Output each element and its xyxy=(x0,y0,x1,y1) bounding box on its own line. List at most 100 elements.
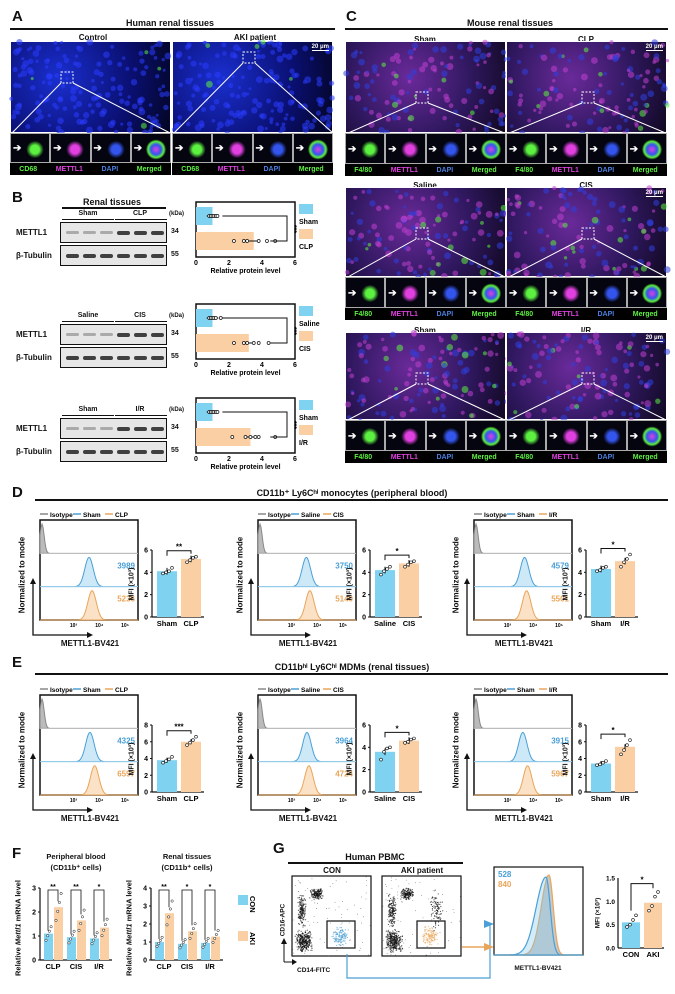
event-dot xyxy=(343,940,345,942)
cell-nucleus xyxy=(559,206,566,213)
event-dot xyxy=(392,910,394,913)
cell-nucleus xyxy=(346,257,352,264)
cell-nucleus xyxy=(631,205,638,212)
protein-band xyxy=(66,333,79,336)
event-dot xyxy=(312,894,314,896)
cell-nucleus xyxy=(47,113,52,118)
y-tick-label: 4 xyxy=(578,570,582,577)
cell-nucleus xyxy=(570,362,576,367)
cell-nucleus xyxy=(390,94,396,101)
event-dot xyxy=(298,905,300,907)
axis-arrows xyxy=(30,753,93,813)
event-dot xyxy=(398,942,400,944)
cell-nucleus xyxy=(425,241,431,247)
event-dot xyxy=(415,910,417,912)
cell-nucleus xyxy=(302,126,309,133)
cell-nucleus xyxy=(599,100,603,104)
legend-label-isotype: Isotype xyxy=(484,687,507,694)
data-point xyxy=(631,918,635,922)
cell-nucleus xyxy=(432,223,436,227)
cell-nucleus xyxy=(229,51,237,59)
event-dot xyxy=(297,897,299,899)
y-axis-label-part: Relative xyxy=(124,945,134,977)
event-dot xyxy=(339,931,341,933)
axis-arrow-lines xyxy=(32,580,91,636)
cell-nucleus xyxy=(385,116,391,122)
event-dot xyxy=(398,941,400,943)
x-tick-label: 0 xyxy=(194,456,198,463)
event-dot xyxy=(429,943,431,945)
legend-label: Sham xyxy=(299,415,318,422)
event-dot xyxy=(405,879,407,881)
data-point xyxy=(167,757,171,762)
channel-labels: CD68 METTL1 DAPI Merged xyxy=(10,163,171,175)
event-dot xyxy=(423,937,425,939)
axis-arrows xyxy=(248,578,311,638)
bar-con-ir xyxy=(201,942,210,960)
event-dot xyxy=(426,928,428,930)
event-dot xyxy=(412,899,414,901)
inset-3: ➔ xyxy=(465,277,506,308)
protein-band xyxy=(134,450,147,454)
channel-label-mettl1: METTL1 xyxy=(551,453,579,461)
event-dot xyxy=(304,889,306,891)
panel-a-column-title: AKI patient xyxy=(233,33,277,42)
cell-nucleus xyxy=(285,53,293,61)
event-dot xyxy=(404,939,406,941)
cell-nucleus xyxy=(432,46,439,53)
channel-labels: F4/80 METTL1 DAPI Merged xyxy=(345,451,506,463)
x-tick-label: 10⁵ xyxy=(121,798,130,804)
cell-nucleus xyxy=(269,120,273,125)
event-dot xyxy=(310,943,312,945)
protein-band xyxy=(83,254,96,258)
cell-nucleus xyxy=(203,91,209,98)
cell-nucleus xyxy=(83,112,90,119)
event-dot xyxy=(410,952,412,953)
event-dot xyxy=(302,933,304,935)
channel-label-mettl1: METTL1 xyxy=(390,166,418,174)
event-dot xyxy=(304,930,307,932)
cell-nucleus xyxy=(509,79,514,84)
protein-band xyxy=(100,356,113,360)
event-dot xyxy=(327,917,329,919)
bar-y-axis-label: MFI (×10³) xyxy=(562,742,570,775)
event-dot xyxy=(297,949,299,951)
event-dot xyxy=(401,901,403,903)
event-dot xyxy=(316,922,318,923)
event-dot xyxy=(322,895,324,897)
event-dot xyxy=(390,948,392,950)
cell-nucleus xyxy=(213,98,220,105)
cell-nucleus xyxy=(565,123,570,128)
event-dot xyxy=(390,915,393,917)
data-point xyxy=(46,934,50,938)
event-dot xyxy=(335,880,337,882)
event-dot xyxy=(392,943,394,946)
event-dot xyxy=(346,908,348,910)
event-dot xyxy=(388,933,390,935)
event-dot xyxy=(300,930,302,932)
protein-band xyxy=(100,333,113,336)
protein-band xyxy=(66,427,79,430)
event-dot xyxy=(299,903,301,905)
event-dot xyxy=(422,917,424,919)
event-dot xyxy=(396,935,398,938)
event-dot xyxy=(432,932,435,934)
cell-nucleus xyxy=(254,44,260,49)
event-dot xyxy=(304,908,307,910)
event-dot xyxy=(302,911,304,914)
channel-label-f480: F4/80 xyxy=(515,310,534,318)
event-dot xyxy=(392,939,394,942)
event-dot xyxy=(410,893,412,895)
cell-nucleus xyxy=(428,56,435,63)
cell-nucleus xyxy=(579,244,584,249)
cell-nucleus xyxy=(536,343,541,349)
event-dot xyxy=(300,942,302,944)
event-dot xyxy=(425,938,428,940)
event-dot xyxy=(298,941,300,943)
protein-band xyxy=(117,427,130,431)
event-dot xyxy=(432,890,434,892)
cell-nucleus xyxy=(552,185,557,191)
cell-nucleus xyxy=(403,192,409,197)
micrograph-texture xyxy=(344,189,510,281)
histogram-legend: Isotype Saline CIS xyxy=(258,687,345,694)
